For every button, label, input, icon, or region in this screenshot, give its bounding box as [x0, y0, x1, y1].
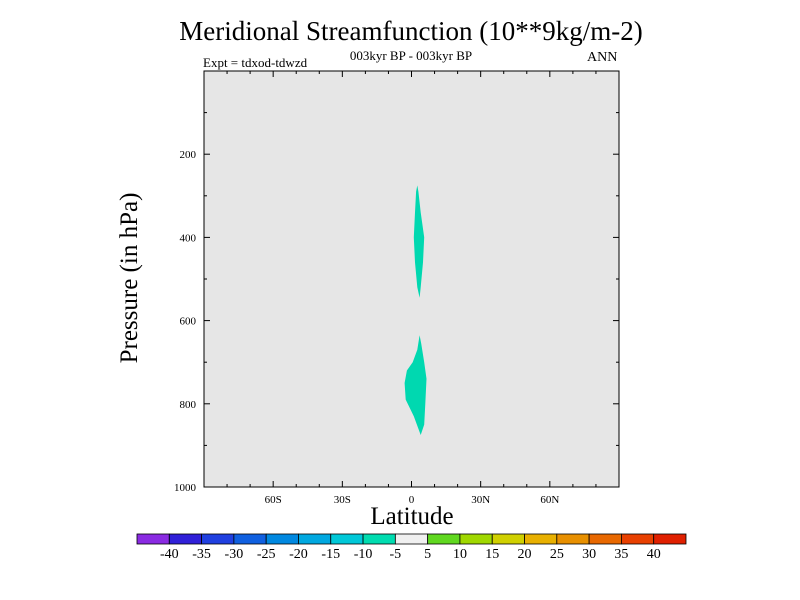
y-tick-label: 200 [180, 149, 197, 161]
season-label: ANN [587, 50, 618, 65]
colorbar-swatch [362, 533, 396, 545]
colorbar-label: -15 [321, 547, 340, 562]
y-tick-label: 800 [180, 399, 197, 411]
colorbar-swatch [265, 533, 299, 545]
colorbar-label: -10 [354, 547, 373, 562]
colorbar-label: 20 [518, 547, 532, 562]
x-tick-label: 30N [471, 494, 490, 506]
colorbar-label: -40 [160, 547, 179, 562]
colorbar-swatch [394, 533, 429, 545]
chart-subtitle: 003kyr BP - 003kyr BP [349, 48, 473, 63]
colorbar-swatch [588, 533, 622, 545]
colorbar-label: 10 [453, 547, 467, 562]
contour-region-1 [413, 185, 425, 298]
colorbar-label: -25 [257, 547, 276, 562]
x-tick-label: 60N [540, 494, 559, 506]
colorbar-swatch [298, 533, 332, 545]
y-tick-label: 400 [180, 232, 197, 244]
colorbar-label: 25 [550, 547, 564, 562]
x-tick-label: 60S [265, 494, 282, 506]
colorbar-swatch [524, 533, 558, 545]
plot-area [204, 71, 619, 487]
colorbar-swatch [168, 533, 202, 545]
colorbar-label: -20 [289, 547, 308, 562]
colorbar-swatch [491, 533, 525, 545]
colorbar-swatch [459, 533, 493, 545]
colorbar-swatch [233, 533, 267, 545]
x-tick-label: 30S [334, 494, 351, 506]
contour-region-2 [404, 335, 427, 435]
y-axis-label: Pressure (in hPa) [116, 193, 143, 364]
colorbar-swatch [556, 533, 590, 545]
colorbar-label: 30 [582, 547, 596, 562]
colorbar-swatch [427, 533, 461, 545]
y-tick-label: 1000 [174, 482, 197, 494]
colorbar-swatch [136, 533, 170, 545]
y-tick-label: 600 [180, 316, 197, 328]
colorbar-label: -5 [390, 547, 402, 562]
experiment-label: Expt = tdxod-tdwzd [203, 55, 308, 70]
colorbar-swatch [653, 533, 687, 545]
colorbar-swatch [621, 533, 655, 545]
colorbar-label: 40 [647, 547, 661, 562]
colorbar-swatch [201, 533, 235, 545]
colorbar-label: -35 [192, 547, 211, 562]
chart-title: Meridional Streamfunction (10**9kg/m-2) [179, 16, 643, 46]
colorbar-label: 5 [424, 547, 431, 562]
colorbar-label: 15 [485, 547, 499, 562]
x-tick-label: 0 [409, 494, 415, 506]
x-axis-label: Latitude [370, 503, 453, 530]
colorbar-swatch [330, 533, 364, 545]
colorbar-label: 35 [614, 547, 628, 562]
colorbar-label: -30 [225, 547, 244, 562]
colorbar: -40 -35 -30 -25 -20 -15 -10 -5 5 10 15 20 25 30 35 40 [136, 533, 687, 562]
